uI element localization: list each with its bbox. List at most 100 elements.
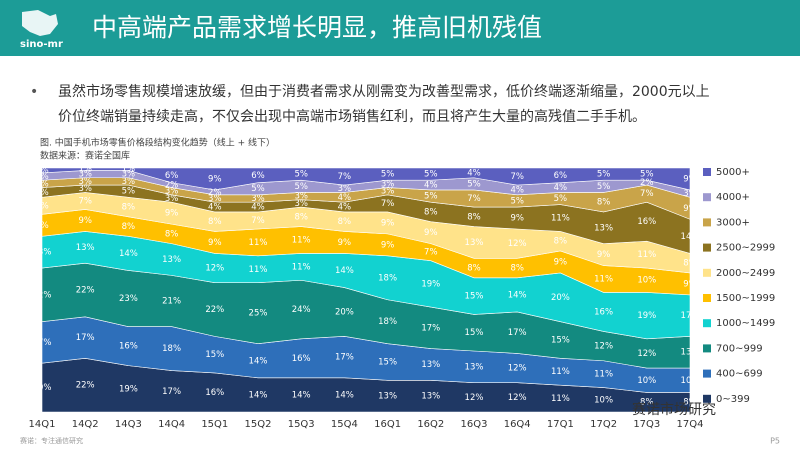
- data-label: 3%: [78, 177, 92, 187]
- data-label: 8%: [640, 398, 654, 408]
- data-label: 7%: [35, 201, 49, 211]
- data-label: 9%: [424, 228, 438, 238]
- data-label: 8%: [683, 398, 697, 408]
- data-label: 8%: [467, 264, 481, 274]
- data-label: 17%: [33, 338, 52, 348]
- x-tick-label: 14Q1: [29, 419, 56, 430]
- data-label: 7%: [381, 199, 395, 209]
- data-label: 7%: [640, 189, 654, 199]
- data-label: 18%: [378, 273, 397, 283]
- bullet-line: 虽然市场零售规模增速放缓，但由于消费者需求从刚需变为改善型需求，低价终端逐渐缩量…: [58, 83, 710, 100]
- x-tick-label: 16Q1: [374, 419, 401, 430]
- data-label: 15%: [378, 357, 397, 367]
- data-label: 5%: [597, 170, 611, 180]
- data-label: 14%: [335, 390, 354, 400]
- data-label: 2%: [208, 188, 222, 198]
- x-tick-label: 17Q2: [590, 419, 617, 430]
- legend-label: 4000+: [716, 192, 750, 203]
- data-label: 3%: [683, 189, 697, 199]
- data-label: 13%: [33, 248, 52, 258]
- data-label: 2%: [640, 178, 654, 188]
- data-label: 11%: [292, 235, 311, 245]
- watermark: 赛诺市场研究: [632, 401, 716, 418]
- data-label: 12%: [205, 264, 224, 274]
- data-label: 8%: [554, 237, 568, 247]
- data-label: 20%: [33, 383, 52, 393]
- data-label: 11%: [249, 238, 268, 248]
- data-label: 17%: [76, 333, 95, 343]
- data-label: 3%: [165, 194, 179, 204]
- slide-title: 中高端产品需求增长明显，推高旧机残值: [92, 13, 542, 42]
- x-tick-label: 14Q3: [115, 419, 142, 430]
- data-label: 8%: [208, 217, 222, 227]
- data-label: 13%: [421, 392, 440, 402]
- logo-icon: [22, 10, 58, 36]
- legend-swatch: [703, 294, 711, 302]
- data-label: 12%: [594, 342, 613, 352]
- data-label: 12%: [508, 393, 527, 403]
- data-label: 7%: [338, 172, 352, 182]
- data-label: 21%: [162, 296, 181, 306]
- data-label: 14%: [292, 390, 311, 400]
- data-label: 13%: [465, 362, 484, 372]
- legend-label: 1000~1499: [716, 318, 775, 329]
- data-label: 9%: [208, 238, 222, 248]
- data-label: 4%: [338, 203, 352, 213]
- data-label: 12%: [465, 393, 484, 403]
- data-label: 7%: [510, 172, 524, 182]
- data-label: 25%: [249, 309, 268, 319]
- x-tick-label: 15Q3: [288, 419, 315, 430]
- data-label: 5%: [424, 192, 438, 202]
- data-label: 11%: [637, 250, 656, 260]
- legend-label: 700~999: [716, 343, 763, 354]
- data-label: 6%: [251, 171, 265, 181]
- data-label: 16%: [292, 354, 311, 364]
- data-label: 4%: [510, 185, 524, 195]
- data-label: 9%: [78, 216, 92, 226]
- data-label: 3%: [381, 179, 395, 189]
- data-label: 11%: [551, 214, 570, 224]
- area-series: [41, 168, 691, 191]
- data-label: 10%: [681, 376, 700, 386]
- data-label: 5%: [294, 170, 308, 180]
- data-label: 18%: [378, 317, 397, 327]
- data-label: 8%: [424, 207, 438, 217]
- data-label: 10%: [594, 395, 613, 405]
- data-label: 5%: [381, 170, 395, 180]
- data-label: 10%: [637, 376, 656, 386]
- data-label: 17%: [421, 323, 440, 333]
- data-label: 3%: [122, 170, 136, 180]
- data-label: 3%: [208, 194, 222, 204]
- data-label: 9%: [510, 214, 524, 224]
- data-label: 19%: [119, 384, 138, 394]
- x-tick-label: 16Q2: [417, 419, 444, 430]
- data-label: 8%: [597, 198, 611, 208]
- data-label: 1%: [78, 165, 92, 175]
- data-label: 8%: [338, 217, 352, 227]
- data-label: 11%: [594, 275, 613, 285]
- data-label: 9%: [597, 250, 611, 260]
- data-label: 9%: [381, 240, 395, 250]
- data-label: 4%: [251, 203, 265, 213]
- data-label: 11%: [551, 394, 570, 404]
- data-label: 9%: [338, 238, 352, 248]
- data-label: 22%: [205, 305, 224, 315]
- data-label: 9%: [554, 257, 568, 267]
- data-label: 6%: [165, 171, 179, 181]
- data-label: 15%: [465, 328, 484, 338]
- data-label: 5%: [467, 179, 481, 189]
- data-label: 16%: [594, 307, 613, 317]
- data-label: 9%: [35, 221, 49, 231]
- data-label: 5%: [640, 170, 654, 180]
- data-label: 1%: [122, 165, 136, 175]
- data-label: 8%: [165, 229, 179, 239]
- data-label: 13%: [681, 348, 700, 358]
- data-label: 17%: [162, 387, 181, 397]
- legend-label: 1500~1999: [716, 293, 775, 304]
- data-label: 20%: [335, 307, 354, 317]
- data-label: 5%: [122, 187, 136, 197]
- data-label: 7%: [467, 194, 481, 204]
- header-band: [0, 0, 800, 56]
- data-label: 3%: [165, 187, 179, 197]
